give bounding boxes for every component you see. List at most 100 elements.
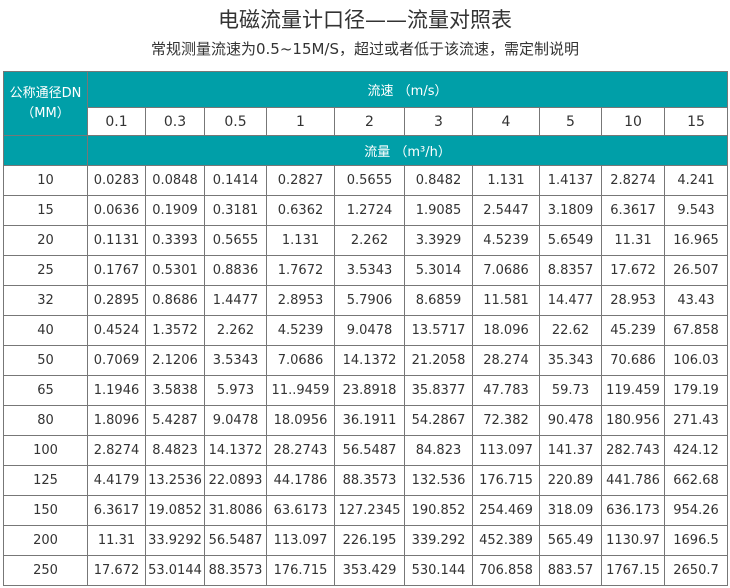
flow-cell: 3.5838 bbox=[145, 375, 205, 406]
flow-table: 公称通径DN （MM） 流速 （m/s） 0.1 0.3 0.5 1 2 3 4 5 10 15 流… bbox=[3, 71, 729, 586]
flow-cell: 7.0686 bbox=[472, 255, 540, 286]
dn-cell: 40 bbox=[3, 315, 88, 346]
flow-cell: 2.8274 bbox=[601, 165, 665, 196]
flow-cell: 72.382 bbox=[472, 405, 540, 436]
flow-cell: 2.262 bbox=[204, 315, 267, 346]
flow-cell: 35.343 bbox=[539, 345, 602, 376]
flow-cell: 2.8274 bbox=[87, 435, 146, 466]
flow-cell: 88.3573 bbox=[204, 555, 267, 586]
flow-cell: 106.03 bbox=[663, 345, 729, 376]
flow-cell: 282.743 bbox=[601, 435, 665, 466]
flow-cell: 0.1767 bbox=[87, 255, 146, 286]
velocity-cell: 0.1 bbox=[87, 107, 146, 136]
flow-cell: 190.852 bbox=[404, 495, 473, 526]
flow-cell: 17.672 bbox=[601, 255, 665, 286]
flow-cell: 2650.7 bbox=[663, 555, 729, 586]
flow-cell: 43.43 bbox=[663, 285, 729, 316]
flow-cell: 0.8482 bbox=[404, 165, 473, 196]
flow-cell: 0.8686 bbox=[145, 285, 205, 316]
blank-header-cell bbox=[3, 135, 88, 166]
flow-cell: 36.1911 bbox=[334, 405, 405, 436]
flow-cell: 11.31 bbox=[87, 525, 146, 556]
velocity-cell: 0.5 bbox=[204, 107, 267, 136]
flow-cell: 0.1414 bbox=[204, 165, 267, 196]
flow-cell: 13.2536 bbox=[145, 465, 205, 496]
flow-cell: 56.5487 bbox=[204, 525, 267, 556]
flow-cell: 8.6859 bbox=[404, 285, 473, 316]
dn-label: 公称通径DN bbox=[9, 85, 82, 101]
flow-cell: 7.0686 bbox=[266, 345, 335, 376]
flow-cell: 90.478 bbox=[539, 405, 602, 436]
flow-cell: 14.477 bbox=[539, 285, 602, 316]
flow-cell: 5.973 bbox=[204, 375, 267, 406]
flow-cell: 16.965 bbox=[663, 225, 729, 256]
flow-cell: 179.19 bbox=[663, 375, 729, 406]
velocity-cell: 2 bbox=[334, 107, 405, 136]
flow-cell: 18.0956 bbox=[266, 405, 335, 436]
flow-cell: 2.8953 bbox=[266, 285, 335, 316]
table-row: 250 17.672 53.0144 88.3573 176.715 353.429 530… bbox=[3, 555, 729, 586]
flow-cell: 45.239 bbox=[601, 315, 665, 346]
velocity-header: 流速 （m/s） bbox=[86, 71, 729, 108]
flow-cell: 226.195 bbox=[334, 525, 405, 556]
flow-cell: 0.7069 bbox=[87, 345, 146, 376]
flow-cell: 662.68 bbox=[663, 465, 729, 496]
flow-cell: 1.7672 bbox=[266, 255, 335, 286]
flow-cell: 180.956 bbox=[601, 405, 665, 436]
flow-cell: 5.3014 bbox=[404, 255, 473, 286]
flow-cell: 22.62 bbox=[539, 315, 602, 346]
flow-cell: 56.5487 bbox=[334, 435, 405, 466]
table-row: 65 1.1946 3.5838 5.973 11..9459 23.8918 35.837… bbox=[3, 375, 729, 406]
flow-cell: 5.4287 bbox=[145, 405, 205, 436]
flow-cell: 6.3617 bbox=[87, 495, 146, 526]
flow-cell: 0.4524 bbox=[87, 315, 146, 346]
flow-cell: 1.2724 bbox=[334, 195, 405, 226]
flow-cell: 141.37 bbox=[539, 435, 602, 466]
flow-cell: 127.2345 bbox=[334, 495, 405, 526]
flow-cell: 6.3617 bbox=[601, 195, 665, 226]
flow-cell: 119.459 bbox=[601, 375, 665, 406]
dn-cell: 15 bbox=[3, 195, 88, 226]
velocity-cell: 1 bbox=[266, 107, 335, 136]
flow-cell: 67.858 bbox=[663, 315, 729, 346]
flow-cell: 2.262 bbox=[334, 225, 405, 256]
flow-cell: 1.3572 bbox=[145, 315, 205, 346]
flow-cell: 8.8357 bbox=[539, 255, 602, 286]
flow-cell: 113.097 bbox=[266, 525, 335, 556]
table-row: 40 0.4524 1.3572 2.262 4.5239 9.0478 13.5717 18… bbox=[3, 315, 729, 346]
flow-cell: 3.1809 bbox=[539, 195, 602, 226]
velocity-cell: 3 bbox=[404, 107, 473, 136]
flow-cell: 22.0893 bbox=[204, 465, 267, 496]
flow-cell: 530.144 bbox=[404, 555, 473, 586]
flow-cell: 35.8377 bbox=[404, 375, 473, 406]
flow-cell: 0.1909 bbox=[145, 195, 205, 226]
flow-cell: 1.131 bbox=[472, 165, 540, 196]
flow-cell: 4.5239 bbox=[472, 225, 540, 256]
flow-header: 流量 （m³/h） bbox=[86, 135, 729, 166]
flow-cell: 424.12 bbox=[663, 435, 729, 466]
flow-cell: 31.8086 bbox=[204, 495, 267, 526]
flow-cell: 0.0848 bbox=[145, 165, 205, 196]
flow-cell: 11.581 bbox=[472, 285, 540, 316]
dn-cell: 32 bbox=[3, 285, 88, 316]
flow-cell: 19.0852 bbox=[145, 495, 205, 526]
flow-cell: 13.5717 bbox=[404, 315, 473, 346]
flow-cell: 271.43 bbox=[663, 405, 729, 436]
flow-cell: 1767.15 bbox=[601, 555, 665, 586]
flow-cell: 565.49 bbox=[539, 525, 602, 556]
flow-cell: 9.0478 bbox=[334, 315, 405, 346]
flow-cell: 0.1131 bbox=[87, 225, 146, 256]
dn-cell: 25 bbox=[3, 255, 88, 286]
flow-cell: 1.4137 bbox=[539, 165, 602, 196]
flow-cell: 33.9292 bbox=[145, 525, 205, 556]
flow-cell: 8.4823 bbox=[145, 435, 205, 466]
flow-cell: 4.5239 bbox=[266, 315, 335, 346]
flow-cell: 0.5655 bbox=[204, 225, 267, 256]
page-title: 电磁流量计口径——流量对照表 bbox=[218, 8, 512, 32]
flow-cell: 636.173 bbox=[601, 495, 665, 526]
flow-cell: 0.2827 bbox=[266, 165, 335, 196]
flow-cell: 1.4477 bbox=[204, 285, 267, 316]
flow-cell: 0.2895 bbox=[87, 285, 146, 316]
flow-cell: 47.783 bbox=[472, 375, 540, 406]
flow-cell: 1.1946 bbox=[87, 375, 146, 406]
